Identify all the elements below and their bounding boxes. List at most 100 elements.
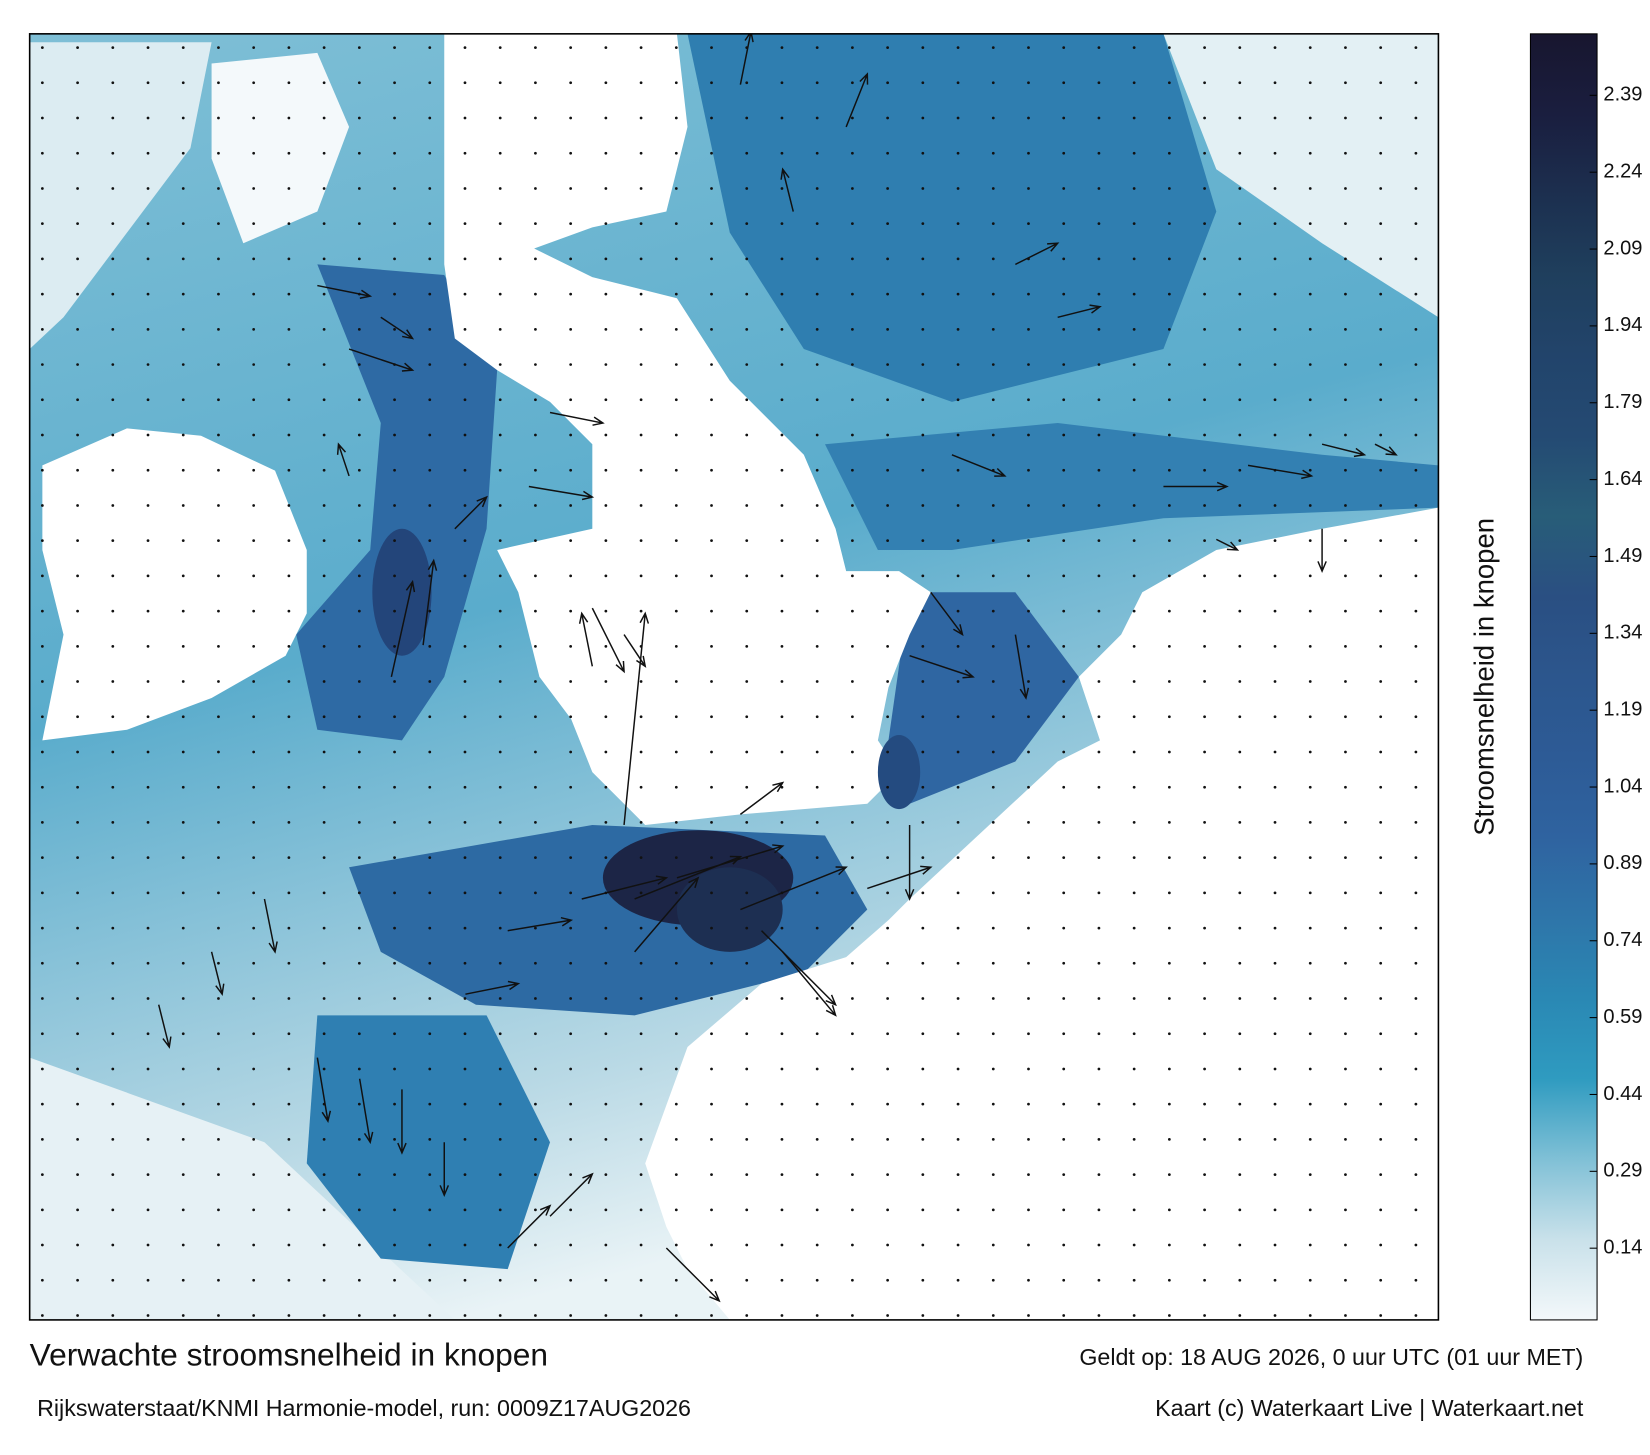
grid-dot bbox=[1203, 1314, 1206, 1317]
grid-dot bbox=[428, 926, 432, 930]
grid-dot bbox=[991, 1032, 995, 1036]
grid-dot bbox=[287, 257, 291, 261]
grid-dot bbox=[428, 327, 432, 331]
grid-dot bbox=[217, 257, 220, 261]
grid-dot bbox=[745, 433, 749, 437]
grid-dot bbox=[111, 1032, 115, 1036]
grid-dot bbox=[498, 1138, 502, 1141]
grid-dot bbox=[76, 1138, 79, 1141]
grid-dot bbox=[1344, 574, 1347, 578]
grid-dot bbox=[956, 1314, 960, 1317]
grid-dot bbox=[1308, 398, 1312, 402]
grid-dot bbox=[780, 257, 784, 261]
grid-dot bbox=[534, 468, 537, 472]
grid-dot bbox=[40, 856, 44, 860]
grid-dot bbox=[146, 81, 150, 85]
grid-dot bbox=[745, 785, 749, 789]
grid-dot bbox=[745, 1314, 749, 1317]
grid-dot bbox=[1414, 750, 1418, 754]
grid-dot bbox=[1308, 961, 1312, 965]
grid-dot bbox=[886, 327, 889, 331]
grid-dot bbox=[921, 1173, 925, 1176]
grid-dot bbox=[393, 1067, 396, 1071]
grid-dot bbox=[1062, 821, 1066, 824]
grid-dot bbox=[181, 926, 185, 930]
grid-dot bbox=[146, 46, 150, 49]
grid-dot bbox=[1167, 1102, 1171, 1106]
grid-dot bbox=[534, 398, 537, 402]
grid-dot bbox=[1027, 46, 1030, 49]
grid-dot bbox=[710, 1278, 713, 1282]
grid-dot bbox=[991, 1102, 995, 1106]
grid-dot bbox=[1238, 433, 1242, 437]
grid-dot bbox=[1379, 1032, 1383, 1036]
grid-dot bbox=[780, 46, 784, 49]
grid-dot bbox=[1414, 1243, 1418, 1247]
grid-dot bbox=[252, 680, 256, 683]
grid-dot bbox=[1379, 961, 1383, 965]
colorbar-tick-label: 1.34 bbox=[1603, 622, 1642, 644]
grid-dot bbox=[534, 1138, 537, 1141]
grid-dot bbox=[287, 81, 291, 85]
grid-dots bbox=[40, 46, 1418, 1317]
grid-dot bbox=[217, 891, 220, 895]
grid-dot bbox=[639, 785, 643, 789]
grid-dot bbox=[1097, 504, 1101, 507]
grid-dot bbox=[1308, 1314, 1312, 1317]
current-vector bbox=[397, 1089, 407, 1155]
grid-dot bbox=[921, 609, 925, 613]
grid-dot bbox=[1414, 539, 1418, 543]
grid-dot bbox=[181, 1067, 185, 1071]
grid-dot bbox=[1062, 1138, 1066, 1141]
grid-dot bbox=[1344, 151, 1347, 155]
grid-dot bbox=[322, 363, 326, 366]
grid-dot bbox=[534, 46, 537, 49]
map-frame bbox=[28, 33, 1440, 1321]
grid-dot bbox=[745, 327, 749, 331]
grid-dot bbox=[1132, 1173, 1136, 1176]
grid-dot bbox=[1273, 574, 1277, 578]
grid-dot bbox=[181, 187, 185, 190]
grid-dot bbox=[1273, 222, 1277, 226]
grid-dot bbox=[463, 1278, 467, 1282]
grid-dot bbox=[1344, 257, 1347, 261]
grid-dot bbox=[1238, 292, 1242, 296]
grid-dot bbox=[1097, 398, 1101, 402]
grid-dot bbox=[851, 187, 854, 190]
grid-dot bbox=[1132, 81, 1136, 85]
grid-dot bbox=[674, 292, 678, 296]
grid-dot bbox=[1132, 151, 1136, 155]
grid-dot bbox=[1238, 997, 1242, 1000]
grid-dot bbox=[886, 1067, 889, 1071]
grid-dot bbox=[674, 1314, 678, 1317]
grid-dot bbox=[1062, 574, 1066, 578]
grid-dot bbox=[1167, 997, 1171, 1000]
grid-dot bbox=[217, 609, 220, 613]
grid-dot bbox=[1379, 891, 1383, 895]
grid-dot bbox=[357, 1173, 361, 1176]
grid-dot bbox=[991, 327, 995, 331]
grid-dot bbox=[357, 609, 361, 613]
grid-dot bbox=[287, 1314, 291, 1317]
grid-dot bbox=[76, 1102, 79, 1106]
grid-dot bbox=[217, 785, 220, 789]
grid-dot bbox=[1027, 821, 1030, 824]
grid-dot bbox=[1238, 1067, 1242, 1071]
grid-dot bbox=[322, 609, 326, 613]
grid-dot bbox=[569, 856, 573, 860]
grid-dot bbox=[181, 222, 185, 226]
current-vector bbox=[591, 607, 625, 674]
grid-dot bbox=[357, 222, 361, 226]
grid-dot bbox=[252, 1067, 256, 1071]
current-vector bbox=[951, 454, 1007, 477]
grid-dot bbox=[1062, 680, 1066, 683]
grid-dot bbox=[780, 1138, 784, 1141]
grid-dot bbox=[1062, 891, 1066, 895]
grid-dot bbox=[534, 821, 537, 824]
grid-dot bbox=[569, 1032, 573, 1036]
grid-dot bbox=[639, 926, 643, 930]
grid-dot bbox=[1308, 574, 1312, 578]
grid-dot bbox=[815, 327, 819, 331]
current-vector bbox=[1215, 538, 1240, 551]
grid-dot bbox=[40, 257, 44, 261]
